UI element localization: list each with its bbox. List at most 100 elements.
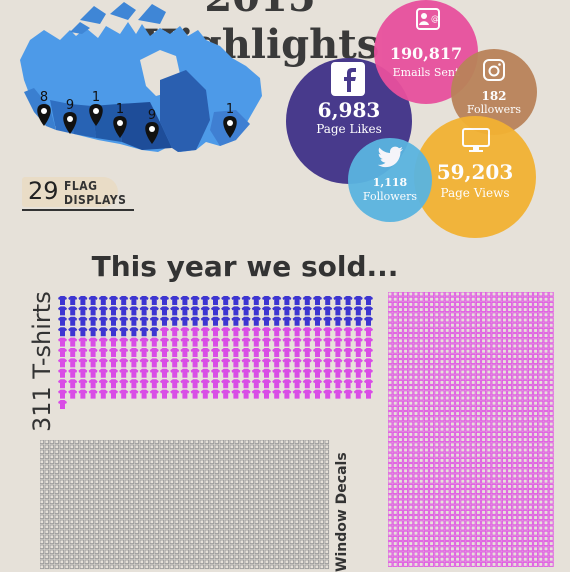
pink-item-icon <box>475 348 481 354</box>
pink-item-icon <box>496 468 502 474</box>
decal-icon <box>224 564 230 570</box>
pink-item-icon <box>491 468 497 474</box>
tshirt-icon <box>364 337 373 347</box>
tshirt-icon <box>160 358 169 368</box>
decal-icon <box>74 559 80 565</box>
pink-item-icon <box>388 494 393 500</box>
decal-icon <box>229 549 235 555</box>
decal-icon <box>309 464 315 470</box>
pink-item-icon <box>548 353 554 359</box>
pink-item-icon <box>470 292 476 297</box>
pink-item-icon <box>444 421 450 427</box>
decal-icon <box>299 469 305 475</box>
pink-item-icon <box>434 452 440 458</box>
decal-icon <box>104 504 110 510</box>
decal-icon <box>259 459 265 465</box>
pink-item-icon <box>397 379 403 385</box>
twitter-label: Followers <box>362 190 418 203</box>
pink-item-icon <box>522 374 528 380</box>
decal-icon <box>159 504 165 510</box>
pink-item-icon <box>486 353 492 359</box>
decal-icon <box>229 454 235 460</box>
pink-item-icon <box>388 561 393 567</box>
decal-icon <box>94 524 100 530</box>
pink-item-icon <box>491 509 497 515</box>
pink-item-icon <box>397 333 403 339</box>
tshirt-icon <box>231 306 241 316</box>
pink-item-icon <box>392 551 398 557</box>
decal-icon <box>194 449 200 455</box>
pink-item-icon <box>496 525 502 531</box>
decal-icon <box>144 514 150 520</box>
tshirt-icon <box>282 358 292 368</box>
decal-icon <box>199 519 205 525</box>
tshirt-icon <box>282 379 292 389</box>
pink-item-icon <box>439 447 445 453</box>
decal-icon <box>259 514 265 520</box>
decal-icon <box>64 524 70 530</box>
pink-item-icon <box>388 333 393 339</box>
decal-icon <box>289 534 295 540</box>
decal-icon <box>40 499 45 505</box>
tshirt-icon <box>364 368 373 378</box>
pink-item-icon <box>465 556 471 562</box>
decal-icon <box>129 484 135 490</box>
pink-item-icon <box>449 525 455 531</box>
pink-item-icon <box>465 307 471 313</box>
pink-item-icon <box>449 312 455 318</box>
decal-icon <box>40 559 45 565</box>
pink-item-icon <box>423 416 429 422</box>
decal-icon <box>254 459 260 465</box>
pink-item-icon <box>403 541 409 547</box>
tshirt-icon <box>353 296 363 305</box>
decal-icon <box>229 564 235 570</box>
tshirt-icon <box>98 368 108 378</box>
pink-item-icon <box>496 312 502 318</box>
decal-icon <box>139 454 145 460</box>
tshirt-icon <box>282 337 292 347</box>
pink-item-icon <box>481 369 487 375</box>
tshirt-icon <box>241 368 251 378</box>
tshirt-icon <box>68 327 78 337</box>
pink-item-icon <box>449 369 455 375</box>
pink-item-icon <box>460 364 466 370</box>
decal-icon <box>294 494 300 500</box>
decal-icon <box>279 529 285 535</box>
decal-icon <box>214 534 220 540</box>
pageviews-stat-circle: 59,203 Page Views <box>414 116 536 238</box>
decal-icon <box>284 514 290 520</box>
decal-icon <box>124 539 130 545</box>
decal-icon <box>159 454 165 460</box>
pink-item-icon <box>408 530 414 536</box>
decal-icon <box>154 449 160 455</box>
pink-item-icon <box>455 509 461 515</box>
pink-item-icon <box>538 556 544 562</box>
pink-item-icon <box>501 322 507 328</box>
pink-item-icon <box>465 494 471 500</box>
pink-item-icon <box>465 405 471 411</box>
decal-icon <box>139 514 145 520</box>
pink-item-icon <box>533 551 539 557</box>
pink-item-icon <box>413 509 419 515</box>
pink-item-icon <box>517 515 523 521</box>
decal-icon <box>40 514 45 520</box>
pink-item-icon <box>533 343 539 349</box>
pink-item-icon <box>397 317 403 323</box>
decal-icon <box>214 474 220 480</box>
tshirt-icon <box>58 400 67 409</box>
decal-icon <box>124 440 130 445</box>
pink-item-icon <box>408 447 414 453</box>
decal-icon <box>299 514 305 520</box>
pink-item-icon <box>408 379 414 385</box>
pink-item-icon <box>517 312 523 318</box>
pink-item-icon <box>517 499 523 505</box>
flag-count: 29 <box>28 177 59 205</box>
decal-icon <box>289 440 295 445</box>
pink-item-icon <box>418 353 424 359</box>
pink-item-icon <box>475 385 481 391</box>
decal-icon <box>109 529 115 535</box>
decal-icon <box>174 504 180 510</box>
pink-item-icon <box>527 292 533 297</box>
pink-item-icon <box>470 301 476 307</box>
decal-icon <box>239 559 245 565</box>
